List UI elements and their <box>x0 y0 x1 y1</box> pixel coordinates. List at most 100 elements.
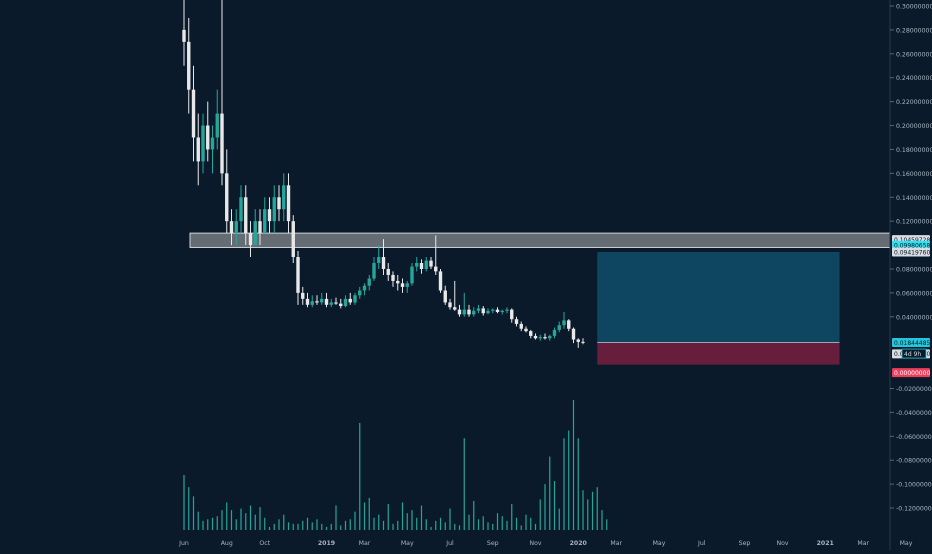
price-tick-label: -0.08000000 <box>896 458 932 465</box>
candle-body <box>182 29 186 42</box>
time-tick-label: Mar <box>610 540 622 547</box>
candle-body <box>234 221 238 234</box>
candle-body <box>206 125 210 150</box>
price-tag-box <box>892 247 930 257</box>
drawing-zones[interactable] <box>189 232 891 365</box>
candle-body <box>443 290 447 303</box>
candle-body <box>576 339 580 342</box>
price-tick-label: 0.22000000 <box>896 99 932 106</box>
time-tick-label: May <box>401 540 414 547</box>
candle-body <box>196 137 200 162</box>
candle-body <box>472 310 476 315</box>
candle-body <box>244 197 248 234</box>
stop-zone[interactable] <box>597 342 840 365</box>
candle-body <box>215 113 219 138</box>
candle-body <box>453 307 457 310</box>
time-tick-label: May <box>900 540 913 547</box>
candle-body <box>557 325 561 330</box>
candle-body <box>263 209 267 234</box>
candle-body <box>510 309 514 320</box>
time-tick-label: Jul <box>445 540 454 547</box>
candle-body <box>438 271 443 291</box>
candle-body <box>505 309 509 311</box>
candle-body <box>476 308 481 311</box>
time-tick-label: May <box>653 540 666 547</box>
candle-body <box>467 309 471 315</box>
candle-body <box>571 328 576 340</box>
target-zone[interactable] <box>597 252 840 343</box>
price-tick-label: 0.18000000 <box>896 147 932 154</box>
candle-body <box>548 335 552 339</box>
candle-body <box>457 309 462 315</box>
candle-body <box>462 309 466 315</box>
candle-body <box>562 320 566 326</box>
candle-body <box>500 310 504 313</box>
candle-body <box>419 263 424 269</box>
price-axis[interactable]: 0.30000000 0.28000000 0.26000000 0.24000000… <box>890 4 932 513</box>
candle-body <box>524 328 528 332</box>
candle-body <box>315 301 319 303</box>
stop-tag-label: 0.00000000 <box>894 370 930 377</box>
candle-body <box>225 173 229 222</box>
price-tick-label: 0.28000000 <box>896 27 932 34</box>
time-tick-label: 2021 <box>817 540 834 547</box>
price-tick-label: 0.04000000 <box>896 314 932 321</box>
volume-bars <box>183 400 608 530</box>
candle-body <box>187 41 191 90</box>
candle-body <box>248 233 253 246</box>
candle-body <box>381 257 386 269</box>
candle-body <box>377 257 381 263</box>
candle-body <box>405 283 409 287</box>
candle-body <box>191 89 196 138</box>
time-axis[interactable]: Jun Aug Oct 2019 Mar May Jul Sep Nov 2020 Mar May Ju… <box>178 540 913 547</box>
candle-body <box>415 263 419 267</box>
price-tick-label: 0.16000000 <box>896 171 932 178</box>
candle-body <box>429 260 433 267</box>
candle-body <box>529 331 533 336</box>
candle-body <box>296 257 300 293</box>
candle-body <box>410 266 414 284</box>
price-tick-label: 0.30000000 <box>896 4 932 11</box>
candle-body <box>229 221 234 234</box>
candle-body <box>286 185 291 222</box>
candle-body <box>396 280 400 284</box>
candle-body <box>486 310 490 314</box>
candle-body <box>301 292 305 299</box>
price-tick-label: 0.26000000 <box>896 51 932 58</box>
candle-body <box>567 320 571 329</box>
price-tick-label: 0.06000000 <box>896 290 932 297</box>
candle-body <box>372 263 376 279</box>
time-tick-label: Aug <box>221 540 233 547</box>
candle-body <box>358 290 362 296</box>
candle-body <box>320 298 324 303</box>
candle-body <box>253 221 257 246</box>
price-tick-label: 0.12000000 <box>896 219 932 226</box>
candle-body <box>282 185 286 210</box>
price-tag-label: 0.10459728 <box>894 237 930 244</box>
candle-body <box>434 266 438 272</box>
stop-tag-box <box>892 368 930 378</box>
candle-body <box>277 197 281 210</box>
candle-body <box>543 337 547 339</box>
candle-body <box>391 274 395 281</box>
candlesticks <box>182 0 585 348</box>
price-tick-label: -0.06000000 <box>896 434 932 441</box>
price-tag-box <box>892 338 930 348</box>
time-tick-label: Sep <box>739 540 751 547</box>
candle-body <box>305 298 310 305</box>
candle-body <box>514 319 519 324</box>
candle-body <box>267 209 272 222</box>
candle-body <box>343 298 348 307</box>
price-tag-label: 0.01844485 <box>894 340 930 347</box>
time-tick-label: 2019 <box>318 540 335 547</box>
time-tick-label: 2020 <box>570 540 588 547</box>
resistance-zone[interactable] <box>189 232 891 248</box>
candle-body <box>324 298 329 305</box>
candle-body <box>491 309 495 311</box>
candle-body <box>258 221 262 234</box>
candle-body <box>538 337 542 339</box>
time-tick-label: Sep <box>487 540 499 547</box>
